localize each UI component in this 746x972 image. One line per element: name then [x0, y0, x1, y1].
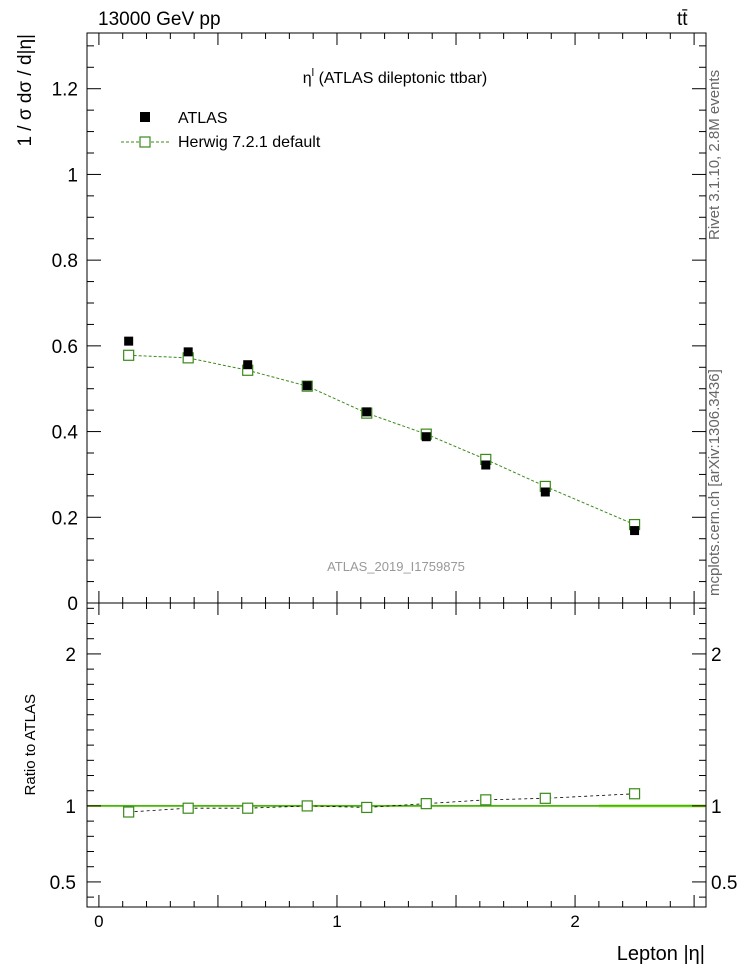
y-tick-label: 1: [67, 165, 78, 186]
legend-herwig-marker: [139, 136, 151, 148]
ratio-frame: [86, 602, 707, 908]
atlas-marker: [540, 487, 550, 497]
atlas-marker: [421, 432, 431, 442]
legend-atlas-label: ATLAS: [178, 110, 228, 127]
y-tick-label: 0: [67, 594, 78, 615]
x-tick-label: 2: [570, 912, 579, 931]
atlas-marker: [124, 336, 134, 346]
atlas-marker: [183, 347, 193, 357]
y-tick-label: 0.4: [52, 423, 79, 444]
ratio-panel: 0.5 0.5 1 1 2 2 0 1 2: [50, 602, 737, 931]
ratio-y-tick-label: 2: [65, 645, 76, 666]
atlas-marker: [243, 360, 253, 370]
legend-atlas-marker: [140, 112, 150, 122]
ratio-y-tick-label-right: 2: [711, 645, 722, 666]
energy-label: 13000 GeV pp: [98, 9, 221, 30]
ratio-marker: [420, 798, 432, 810]
y-tick-label: 0.2: [52, 508, 78, 529]
y-tick-label: 0.6: [52, 337, 78, 358]
x-tick-label: 0: [94, 912, 103, 931]
herwig-marker: [123, 349, 135, 361]
main-panel: 0 0.2 0.4 0.6 0.8 1 1.2 ATLAS Herwig 7.2.1 defau…: [52, 32, 707, 615]
ratio-y-tick-label-right: 0.5: [711, 873, 737, 894]
process-label: tt̄: [677, 9, 688, 30]
ratio-marker: [182, 802, 194, 814]
x-axis-label: Lepton |η|: [617, 943, 705, 965]
x-tick-label: 1: [332, 912, 341, 931]
ratio-marker: [480, 794, 492, 806]
ratio-marker: [539, 792, 551, 804]
y-tick-label: 1.2: [52, 80, 78, 101]
atlas-marker: [302, 381, 312, 391]
ratio-marker: [361, 801, 373, 814]
herwig-line: [128, 354, 635, 526]
atlas-marker: [481, 460, 491, 470]
y-tick-label: 0.8: [52, 251, 78, 272]
main-y-axis-label: 1 / σ dσ / d|η|: [15, 34, 36, 147]
chart-title: ηl (ATLAS dileptonic ttbar): [303, 67, 487, 87]
ratio-y-tick-label: 1: [65, 797, 76, 818]
ratio-line: [128, 793, 635, 813]
ratio-y-tick-label-right: 1: [711, 797, 722, 818]
ratio-marker: [301, 800, 313, 812]
ratio-y-tick-label: 0.5: [50, 873, 76, 894]
atlas-marker: [630, 526, 640, 536]
ratio-y-axis-label: Ratio to ATLAS: [22, 694, 39, 795]
ratio-marker: [242, 802, 254, 814]
analysis-watermark: ATLAS_2019_I1759875: [327, 559, 465, 574]
legend-herwig-label: Herwig 7.2.1 default: [178, 134, 321, 151]
ratio-marker: [628, 788, 641, 800]
atlas-marker: [362, 407, 372, 417]
ratio-marker: [123, 806, 135, 818]
